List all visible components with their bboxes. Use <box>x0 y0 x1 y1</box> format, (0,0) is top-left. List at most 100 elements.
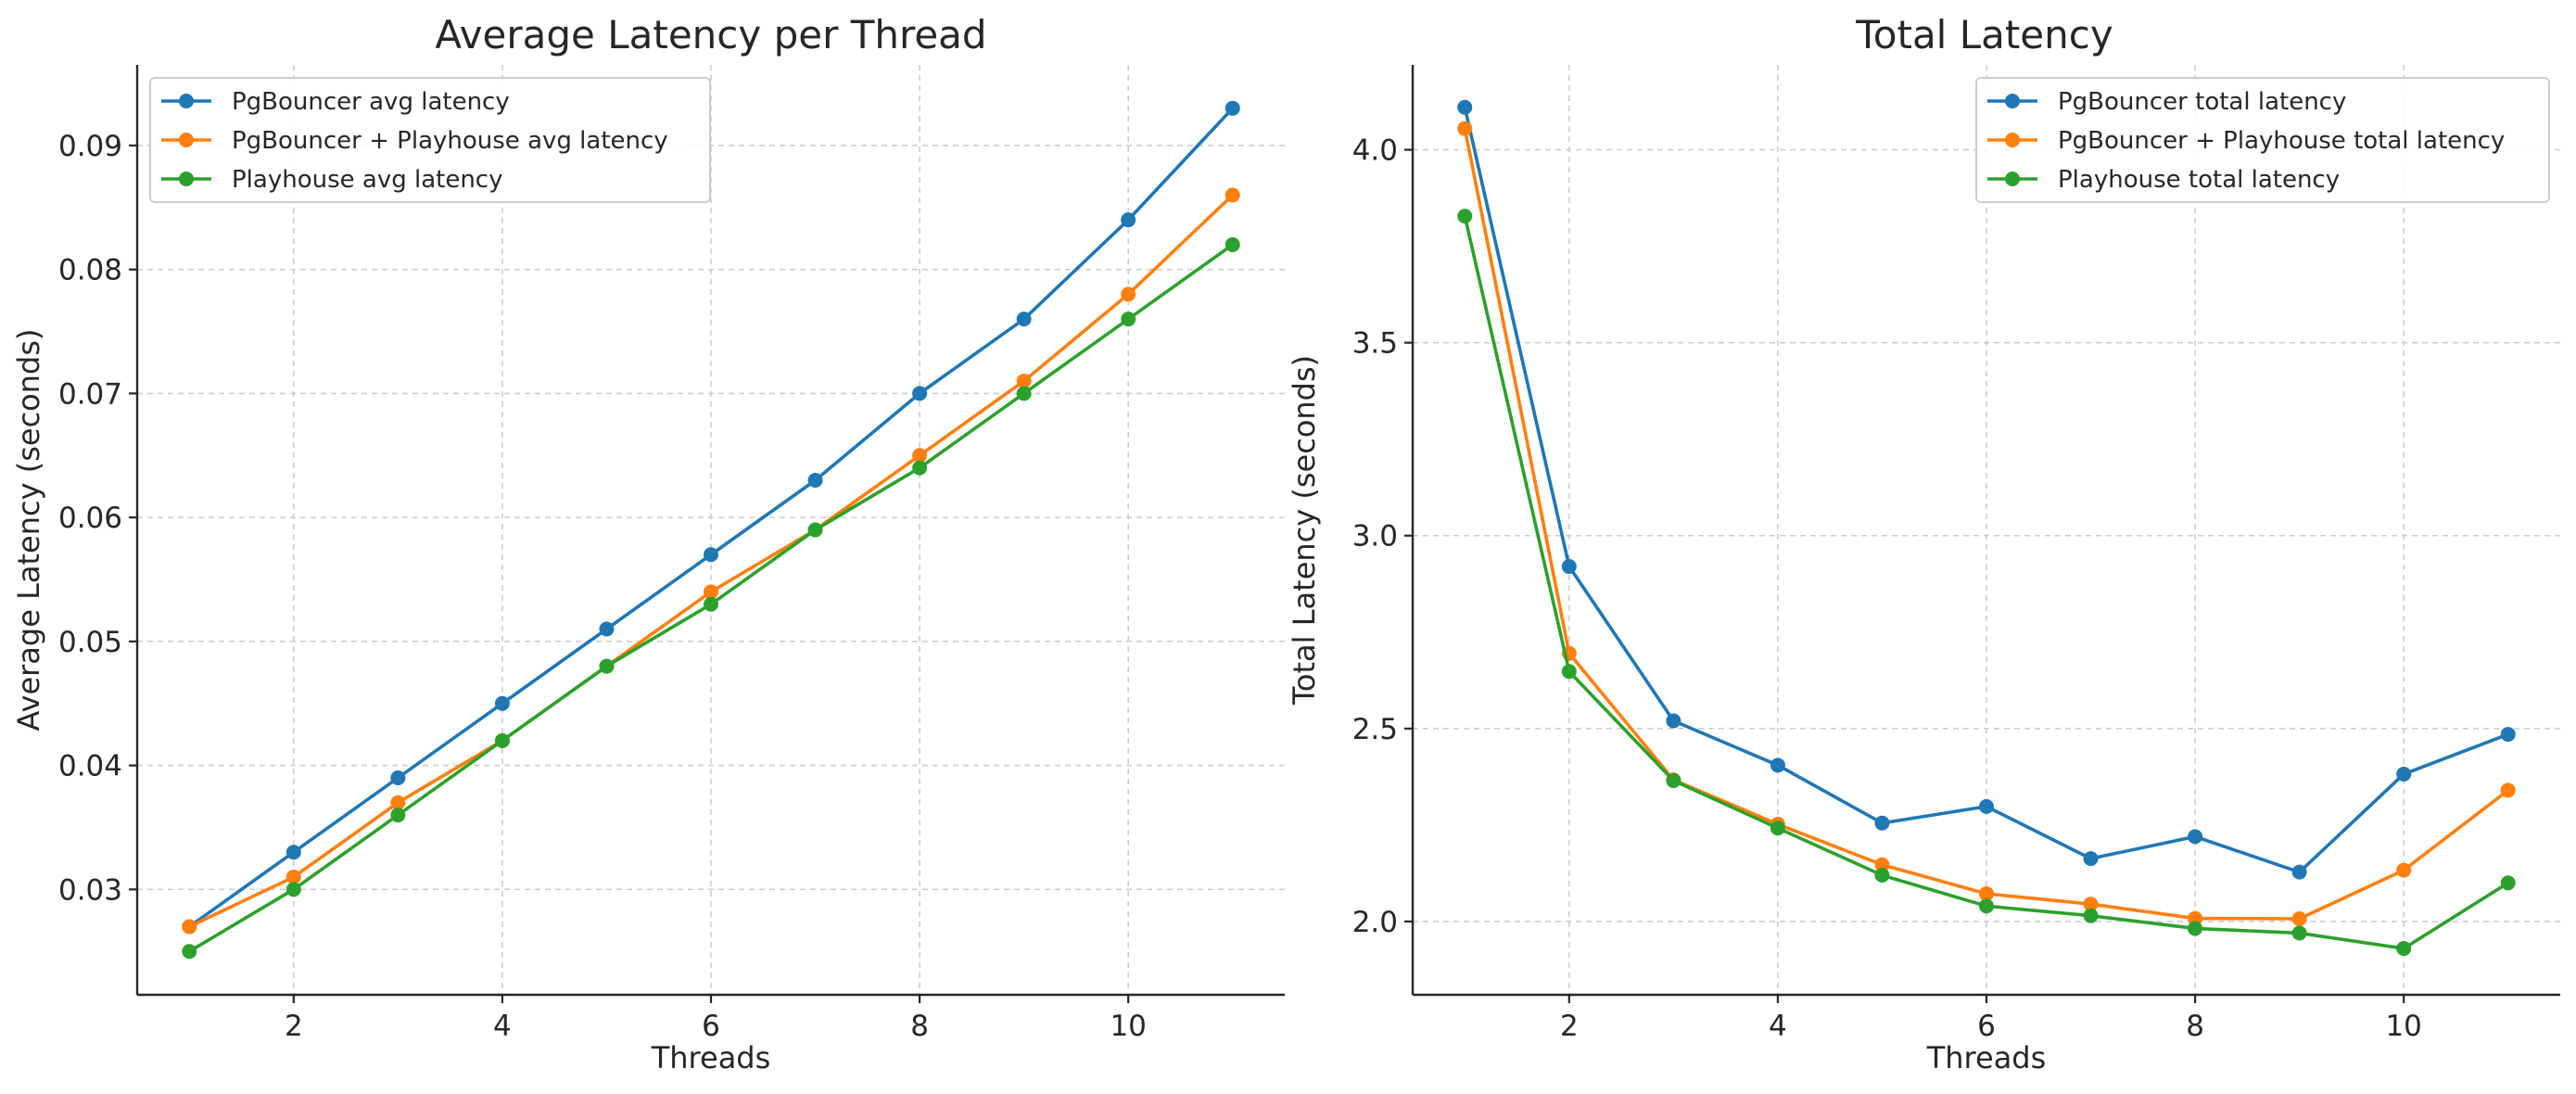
x-axis-label: Threads <box>651 1040 771 1075</box>
y-tick-label: 0.06 <box>58 502 122 535</box>
y-tick-label: 3.5 <box>1352 327 1398 361</box>
chart-title: Average Latency per Thread <box>435 12 986 57</box>
x-axis-label: Threads <box>1926 1040 2047 1075</box>
data-point <box>912 386 928 401</box>
data-point <box>912 448 928 464</box>
legend-entry: PgBouncer + Playhouse avg latency <box>232 127 668 155</box>
x-tick-label: 8 <box>910 1010 929 1043</box>
legend-entry: PgBouncer + Playhouse total latency <box>2058 127 2505 155</box>
x-tick-label: 2 <box>285 1010 303 1043</box>
data-point <box>704 547 718 563</box>
series-line <box>1463 215 2509 950</box>
data-point <box>1016 386 1032 401</box>
y-tick-label: 0.03 <box>58 873 122 907</box>
legend-marker <box>2005 133 2020 147</box>
legend-entry: PgBouncer avg latency <box>232 88 510 116</box>
data-point <box>1457 209 1473 224</box>
data-point <box>1770 820 1785 836</box>
data-point <box>1016 312 1032 327</box>
data-point <box>1016 374 1032 389</box>
data-point <box>1121 212 1136 228</box>
legend-box <box>149 77 711 203</box>
data-point <box>1225 100 1240 116</box>
legend-box <box>1975 77 2550 203</box>
x-tick-label: 6 <box>702 1010 720 1043</box>
data-point <box>1121 286 1136 302</box>
x-tick-label: 10 <box>1110 1010 1146 1043</box>
data-point <box>2500 875 2516 891</box>
legend-entry: Playhouse total latency <box>2058 166 2340 194</box>
data-point <box>807 473 823 489</box>
data-point <box>912 460 928 476</box>
legend-marker <box>2005 94 2020 108</box>
y-tick-label: 2.5 <box>1352 713 1398 746</box>
data-point <box>1874 815 1890 831</box>
data-point <box>182 944 197 960</box>
data-point <box>704 584 718 600</box>
data-point <box>2396 766 2412 782</box>
data-point <box>1561 559 1577 575</box>
data-point <box>1666 773 1681 789</box>
data-point <box>494 695 510 711</box>
y-tick-label: 3.0 <box>1352 520 1398 553</box>
x-tick-label: 4 <box>493 1010 512 1043</box>
total-latency-chart: 2 4 6 8 10 2.0 2.5 3.0 3.5 4.0 Total Latency Thread… <box>1287 12 2560 1075</box>
data-point <box>390 770 406 785</box>
data-point <box>2500 727 2516 743</box>
data-point <box>390 808 406 823</box>
data-point <box>599 621 615 637</box>
data-point <box>807 522 823 538</box>
data-point <box>1874 867 1890 883</box>
data-point <box>1666 713 1681 729</box>
legend-entry: Playhouse avg latency <box>232 166 503 194</box>
data-point <box>494 732 510 748</box>
data-point <box>1121 312 1136 327</box>
data-point <box>1874 857 1890 872</box>
data-point <box>390 795 406 810</box>
y-tick-label: 0.09 <box>58 130 122 163</box>
data-point <box>2291 864 2307 880</box>
legend-marker <box>179 94 194 108</box>
data-point <box>2291 911 2307 927</box>
data-point <box>704 596 718 612</box>
y-tick-label: 0.08 <box>58 254 122 287</box>
data-point <box>2396 862 2412 878</box>
y-axis-label: Average Latency (seconds) <box>11 329 46 731</box>
data-point <box>2083 851 2099 867</box>
x-tick-label: 10 <box>2385 1010 2421 1043</box>
data-point <box>599 658 615 674</box>
data-point <box>1770 757 1785 773</box>
legend-marker <box>179 133 194 147</box>
legend-marker <box>179 172 194 186</box>
data-point <box>1225 236 1240 252</box>
data-point <box>1561 664 1577 680</box>
chart-title: Total Latency <box>1855 12 2113 57</box>
y-tick-label: 0.04 <box>58 750 122 783</box>
data-point <box>286 869 301 884</box>
data-point <box>1979 898 1994 914</box>
data-point <box>286 845 301 860</box>
y-tick-label: 0.05 <box>58 626 122 659</box>
data-point <box>1457 99 1473 115</box>
avg-latency-chart: 2 4 6 8 10 0.03 0.04 0.05 0.06 0.07 0.08 0.09 Averag… <box>11 12 1285 1075</box>
data-point <box>2083 908 2099 923</box>
data-point <box>2083 897 2099 912</box>
legend-marker <box>2005 172 2020 186</box>
y-tick-label: 2.0 <box>1352 906 1398 939</box>
y-axis-label: Total Latency (seconds) <box>1287 355 1322 706</box>
x-tick-label: 8 <box>2186 1010 2204 1043</box>
x-tick-label: 4 <box>1769 1010 1787 1043</box>
y-tick-label: 0.07 <box>58 377 122 411</box>
y-tick-label: 4.0 <box>1352 134 1398 168</box>
data-point <box>2396 941 2412 957</box>
data-point <box>2291 925 2307 941</box>
data-point <box>286 882 301 897</box>
x-tick-label: 6 <box>1977 1010 1996 1043</box>
data-point <box>2500 782 2516 798</box>
x-tick-label: 2 <box>1560 1010 1579 1043</box>
data-point <box>182 919 197 935</box>
data-point <box>2188 829 2203 845</box>
data-point <box>1457 121 1473 136</box>
data-point <box>1979 885 1994 901</box>
